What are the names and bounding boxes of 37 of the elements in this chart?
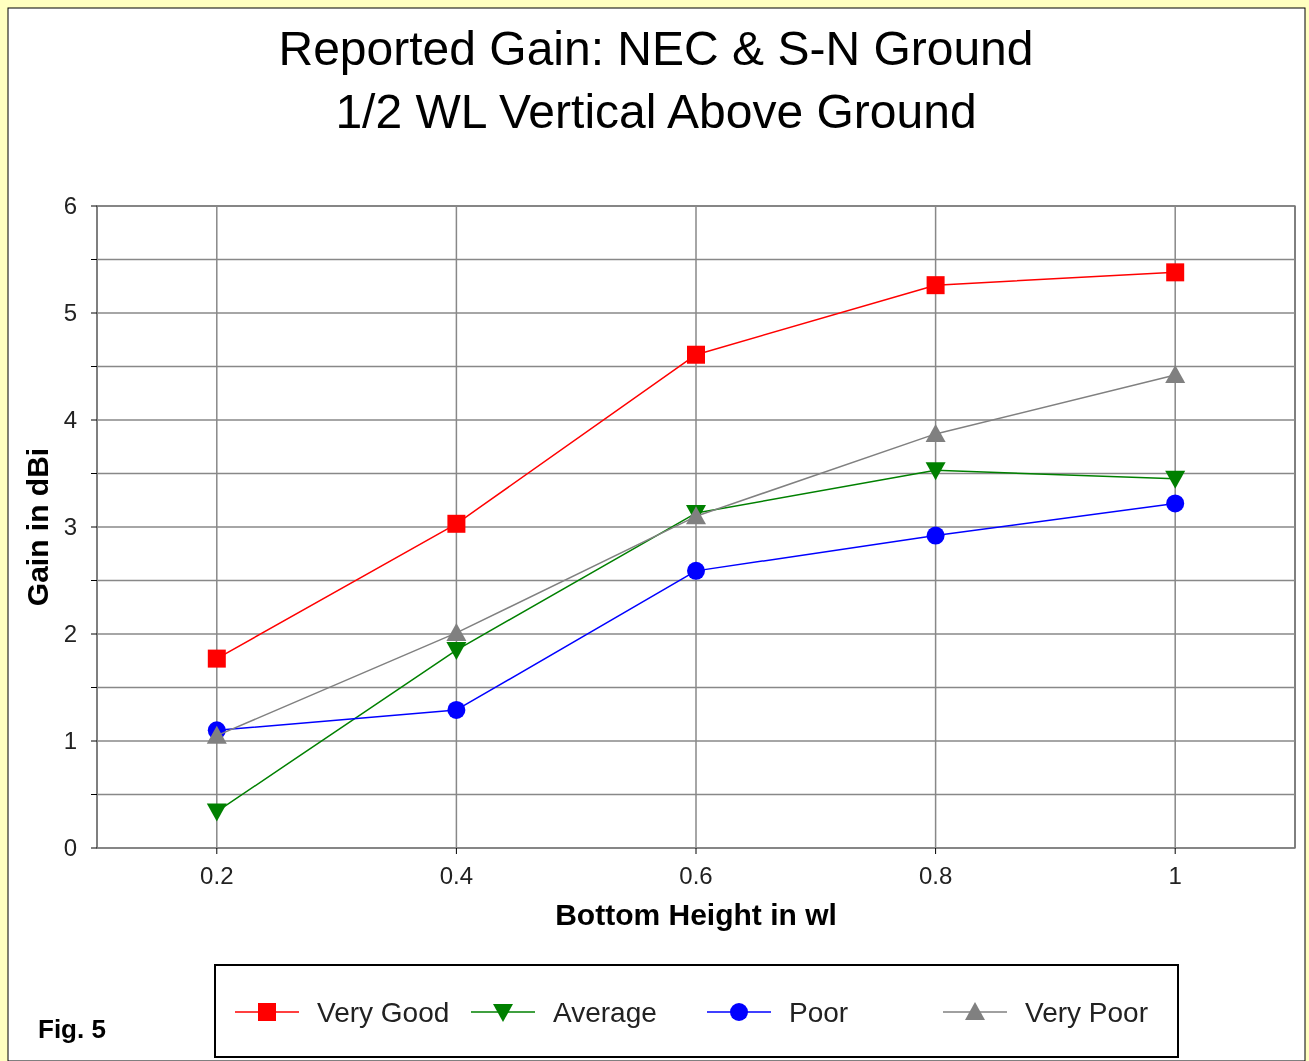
x-tick-label: 0.6	[679, 862, 713, 889]
point	[206, 725, 227, 744]
point	[687, 561, 705, 580]
point	[207, 649, 226, 668]
point	[1165, 470, 1186, 489]
y-tick-label: 2	[63, 620, 77, 647]
x-axis-title: Bottom Height in wl	[555, 898, 837, 931]
legend-label: Very Good	[317, 997, 450, 1028]
legend-label: Average	[553, 997, 657, 1028]
legend-label: Poor	[789, 997, 849, 1028]
y-tick-label: 3	[63, 513, 77, 540]
y-tick-label: 1	[63, 727, 77, 754]
point	[1165, 365, 1186, 384]
y-tick-label: 4	[63, 406, 77, 433]
x-tick-label: 0.4	[439, 862, 474, 889]
y-tick-label: 5	[63, 299, 77, 326]
point	[1166, 494, 1185, 513]
point	[446, 622, 467, 641]
point	[446, 642, 467, 661]
caption: Fig. 5	[38, 1014, 106, 1044]
legend-label: Very Poor	[1025, 997, 1148, 1028]
y-tick-label: 6	[63, 192, 77, 219]
point	[1166, 263, 1185, 282]
point	[925, 462, 946, 481]
point	[206, 803, 227, 822]
point	[447, 514, 466, 533]
chart-title: Reported Gain: NEC & S-N Ground 1/2 WL Vertical Above Ground	[278, 22, 1034, 138]
y-tick-label: 0	[63, 834, 77, 861]
x-tick-label: 0.2	[200, 862, 234, 889]
x-tick-label: 0.8	[918, 862, 953, 889]
point	[687, 345, 705, 364]
point	[926, 276, 945, 295]
y-axis-title: Gain in dBi	[21, 447, 54, 607]
point	[926, 526, 945, 545]
point	[447, 700, 466, 719]
x-tick-label: 1	[1168, 862, 1182, 889]
point	[925, 423, 946, 442]
